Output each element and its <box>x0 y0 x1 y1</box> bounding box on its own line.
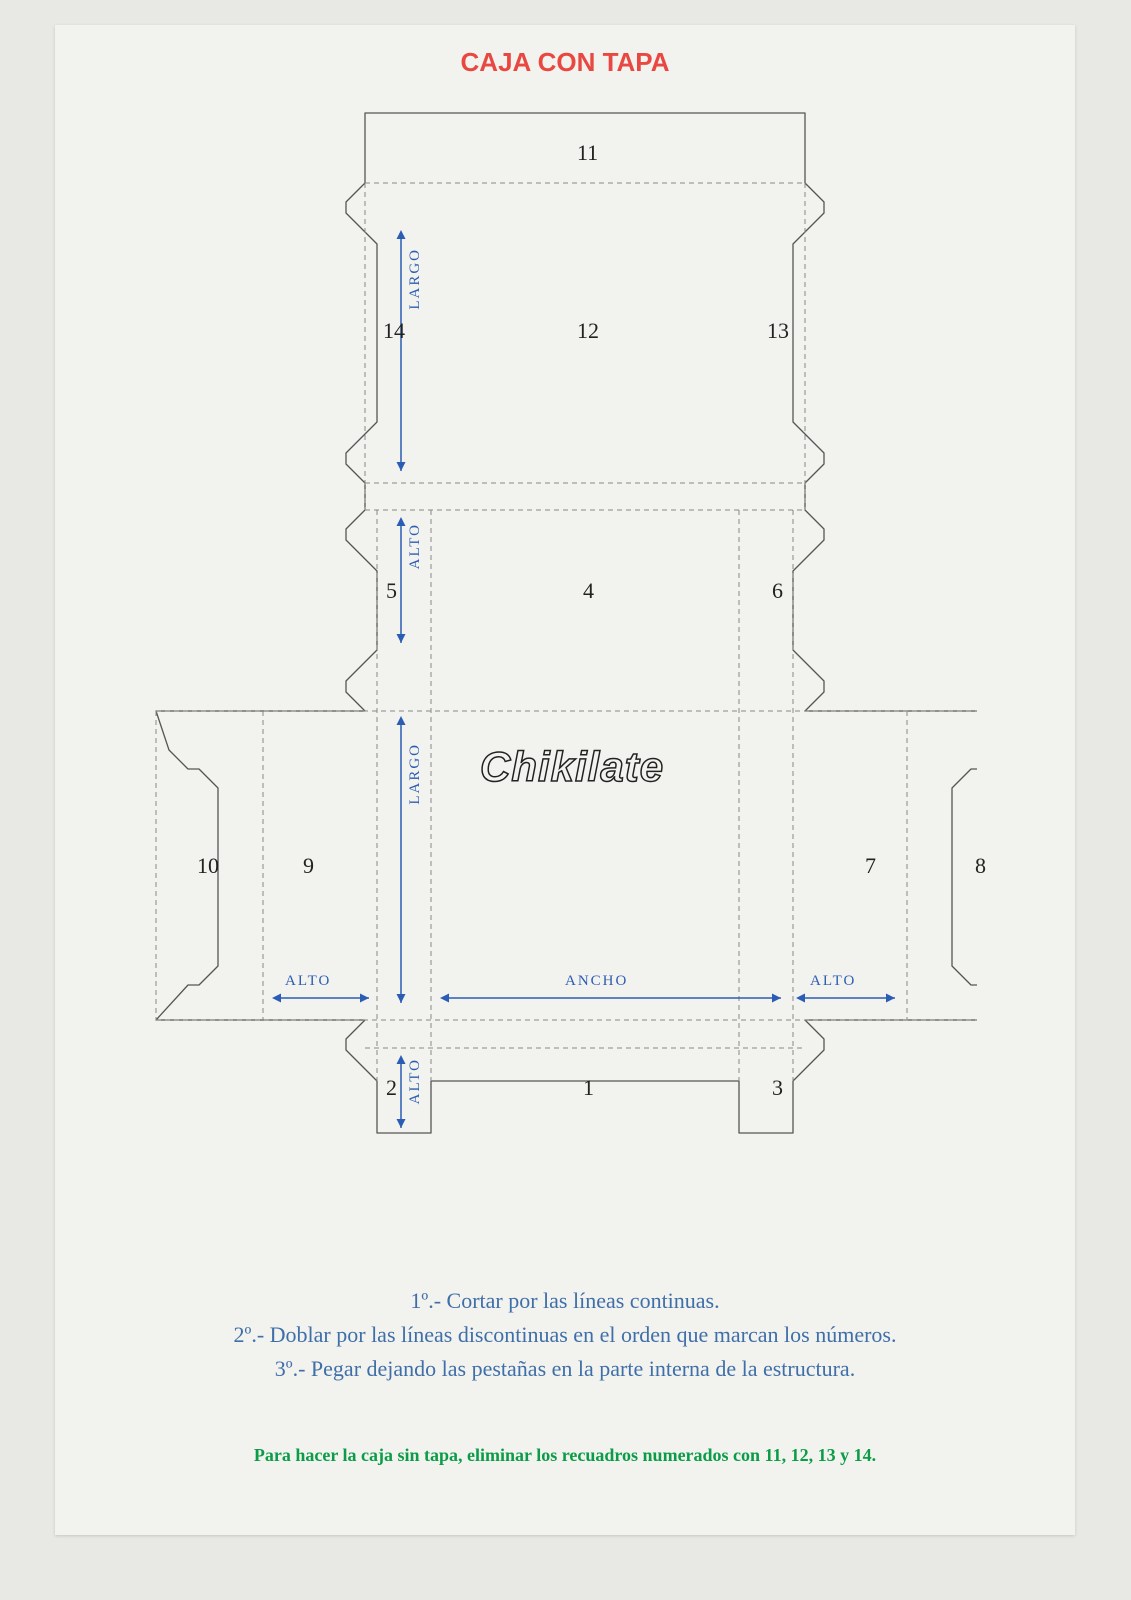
panel-number: 2 <box>386 1075 397 1101</box>
dimension-label: LARGO <box>407 743 424 805</box>
panel-number: 3 <box>772 1075 783 1101</box>
brand-watermark: Chikilate <box>480 743 664 791</box>
instruction-line-3: 3º.- Pegar dejando las pestañas en la pa… <box>55 1356 1075 1382</box>
panel-number: 1 <box>583 1075 594 1101</box>
instruction-line-1: 1º.- Cortar por las líneas continuas. <box>55 1288 1075 1314</box>
instructions-block: 1º.- Cortar por las líneas continuas. 2º… <box>55 1280 1075 1390</box>
footnote-text: Para hacer la caja sin tapa, eliminar lo… <box>55 1445 1075 1466</box>
page-title: CAJA CON TAPA <box>55 47 1075 78</box>
panel-number: 6 <box>772 578 783 604</box>
panel-number: 9 <box>303 853 314 879</box>
dimension-label: ALTO <box>285 973 331 990</box>
dimension-label: ALTO <box>407 1058 424 1104</box>
panel-number: 7 <box>865 853 876 879</box>
panel-number: 8 <box>975 853 986 879</box>
box-template-diagram: Chikilate 1112141345691078123LARGOALTOLA… <box>145 103 977 1143</box>
dimension-label: LARGO <box>407 248 424 310</box>
panel-number: 12 <box>577 318 599 344</box>
dimension-label: ALTO <box>407 523 424 569</box>
panel-number: 10 <box>197 853 219 879</box>
dimension-label: ALTO <box>810 973 856 990</box>
panel-number: 14 <box>383 318 405 344</box>
dimension-label: ANCHO <box>565 973 628 990</box>
panel-number: 5 <box>386 578 397 604</box>
panel-number: 13 <box>767 318 789 344</box>
panel-number: 11 <box>577 140 598 166</box>
panel-number: 4 <box>583 578 594 604</box>
page: CAJA CON TAPA Chikilate 1112141345691078… <box>55 25 1075 1535</box>
instruction-line-2: 2º.- Doblar por las líneas discontinuas … <box>55 1322 1075 1348</box>
